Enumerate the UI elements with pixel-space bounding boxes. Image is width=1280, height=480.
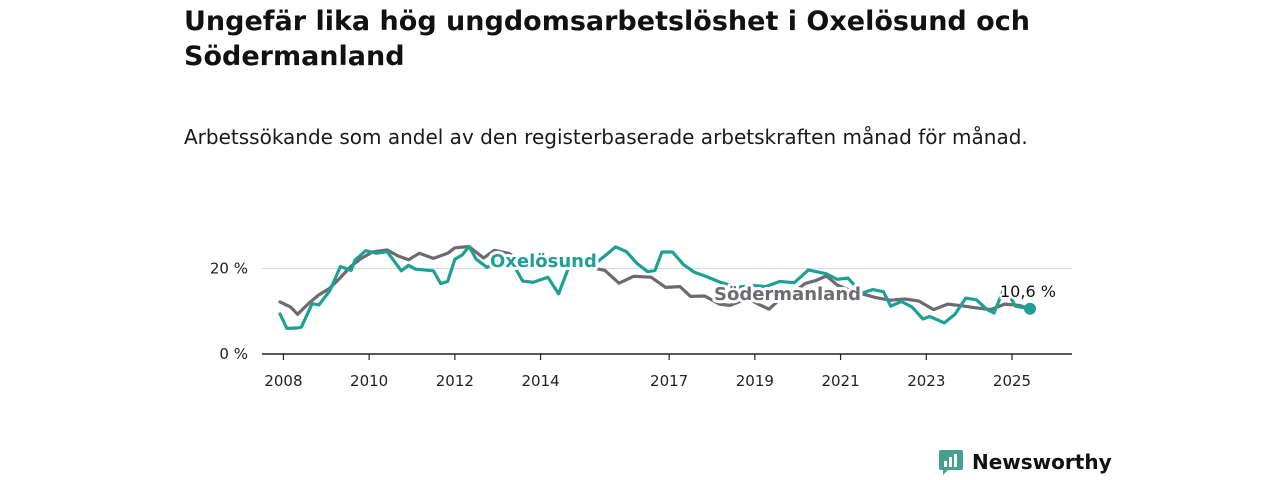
series-line-oxelosund bbox=[278, 244, 1032, 330]
x-tick-label: 2021 bbox=[821, 372, 859, 390]
x-tick-label: 2019 bbox=[736, 372, 774, 390]
y-tick-label: 20 % bbox=[210, 260, 248, 278]
brand-name: Newsworthy bbox=[972, 450, 1112, 474]
x-tick-label: 2008 bbox=[264, 372, 302, 390]
x-tick-label: 2017 bbox=[650, 372, 688, 390]
x-tick-label: 2025 bbox=[993, 372, 1031, 390]
series-label-oxelosund: Oxelösund bbox=[490, 251, 597, 272]
y-tick-label: 0 % bbox=[219, 345, 248, 363]
x-tick-label: 2014 bbox=[521, 372, 559, 390]
x-tick-label: 2012 bbox=[436, 372, 474, 390]
chart-title: Ungefär lika hög ungdomsarbetslöshet i O… bbox=[184, 6, 1030, 72]
series-end-marker bbox=[1024, 302, 1036, 315]
newsworthy-logo-icon bbox=[939, 450, 963, 475]
x-tick-label: 2010 bbox=[350, 372, 388, 390]
series-label-sodermanland: Södermanland bbox=[714, 284, 861, 305]
end-value-label: 10,6 % bbox=[1000, 282, 1056, 301]
series-line-sodermanland bbox=[278, 244, 1032, 316]
x-tick-label: 2023 bbox=[907, 372, 945, 390]
newsworthy-brand: Newsworthy bbox=[938, 449, 1112, 475]
chart-subtitle: Arbetssökande som andel av den registerb… bbox=[184, 125, 1028, 149]
